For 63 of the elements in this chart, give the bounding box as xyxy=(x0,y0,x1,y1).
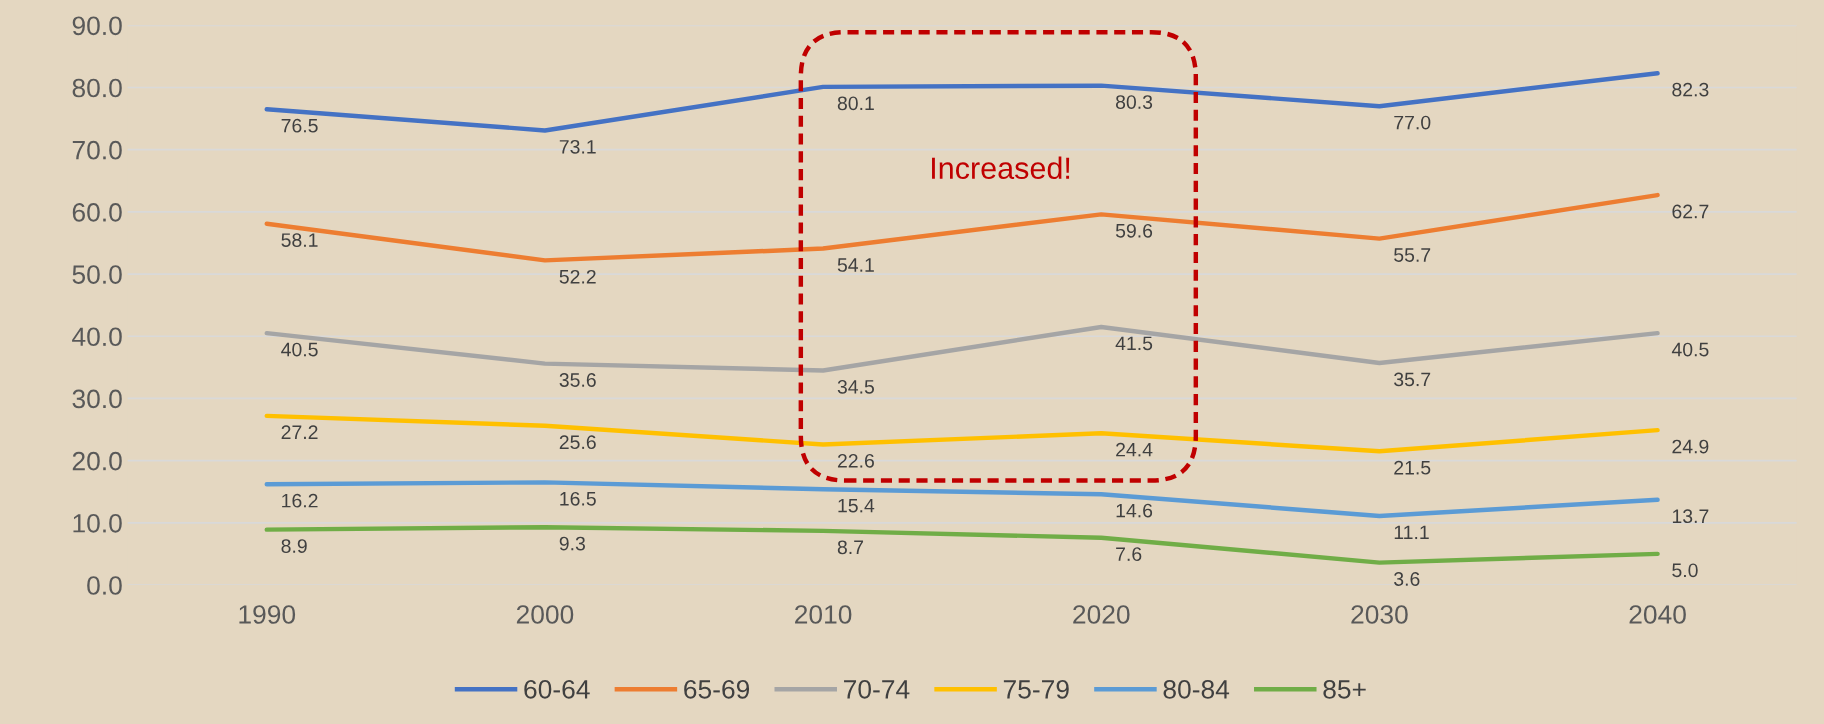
data-label: 59.6 xyxy=(1115,223,1153,238)
legend-label: 70-74 xyxy=(844,679,910,699)
y-tick-label: 70.0 xyxy=(72,140,122,160)
data-label: 11.1 xyxy=(1394,525,1429,540)
data-label: 22.6 xyxy=(837,453,874,468)
data-label: 15.4 xyxy=(838,498,875,513)
data-label: 16.2 xyxy=(282,493,318,508)
line-series xyxy=(264,324,1660,373)
data-label: 54.1 xyxy=(837,258,874,272)
data-label: 77.0 xyxy=(1394,115,1431,130)
data-label: 80.1 xyxy=(837,96,874,111)
legend-label: 80-84 xyxy=(1163,679,1230,699)
legend-label: 60-64 xyxy=(524,679,590,699)
x-tick-label: 1990 xyxy=(239,605,296,624)
y-tick-label: 30.0 xyxy=(72,389,122,409)
y-tick-label: 10.0 xyxy=(73,513,122,533)
x-tick-label: 2030 xyxy=(1351,605,1408,624)
data-label: 24.4 xyxy=(1116,442,1153,457)
line-series xyxy=(264,71,1660,133)
data-label: 27.2 xyxy=(281,425,318,439)
line-series xyxy=(264,524,1660,565)
legend-label: 65-69 xyxy=(684,679,750,699)
x-tick-label: 2010 xyxy=(795,605,852,624)
data-label: 55.7 xyxy=(1394,248,1431,262)
data-label: 40.5 xyxy=(1671,342,1709,357)
data-label: 24.9 xyxy=(1672,439,1709,454)
data-label: 3.6 xyxy=(1394,572,1420,586)
data-label: 7.6 xyxy=(1116,547,1142,562)
data-label: 5.0 xyxy=(1672,563,1698,578)
y-tick-label: 80.0 xyxy=(72,78,122,98)
data-label: 34.5 xyxy=(837,379,874,394)
data-label: 16.5 xyxy=(560,491,596,506)
data-label: 8.7 xyxy=(837,540,864,555)
data-label: 21.5 xyxy=(1394,460,1431,475)
data-label: 35.7 xyxy=(1394,372,1431,387)
data-label: 14.6 xyxy=(1116,503,1153,518)
data-label: 35.6 xyxy=(559,373,596,387)
data-label: 62.7 xyxy=(1672,204,1709,219)
data-label: 25.6 xyxy=(559,435,596,450)
data-label: 73.1 xyxy=(559,139,596,154)
annotation: Increased! xyxy=(932,156,1070,180)
line-series xyxy=(264,480,1660,519)
y-tick-label: 50.0 xyxy=(72,265,122,284)
x-tick-label: 2000 xyxy=(516,605,574,624)
data-label: 40.5 xyxy=(281,342,318,357)
data-label: 52.2 xyxy=(559,269,596,284)
legend-label: 75-79 xyxy=(1003,679,1069,699)
y-tick-label: 60.0 xyxy=(72,203,122,222)
data-label: 41.5 xyxy=(1115,336,1153,351)
data-label: 82.3 xyxy=(1672,82,1709,97)
data-label: 9.3 xyxy=(559,536,585,551)
x-tick-label: 2040 xyxy=(1629,605,1686,624)
x-tick-label: 2020 xyxy=(1073,605,1130,624)
data-label: 13.7 xyxy=(1672,509,1709,524)
y-tick-label: 0.0 xyxy=(87,576,122,595)
data-label: 80.3 xyxy=(1115,95,1153,109)
y-tick-label: 20.0 xyxy=(72,451,122,471)
data-label: 58.1 xyxy=(281,233,318,247)
legend-label: 85+ xyxy=(1323,679,1366,699)
y-tick-label: 90.0 xyxy=(72,16,122,36)
y-tick-label: 40.0 xyxy=(72,327,122,347)
data-label: 8.9 xyxy=(281,539,307,553)
data-label: 76.5 xyxy=(281,118,318,133)
